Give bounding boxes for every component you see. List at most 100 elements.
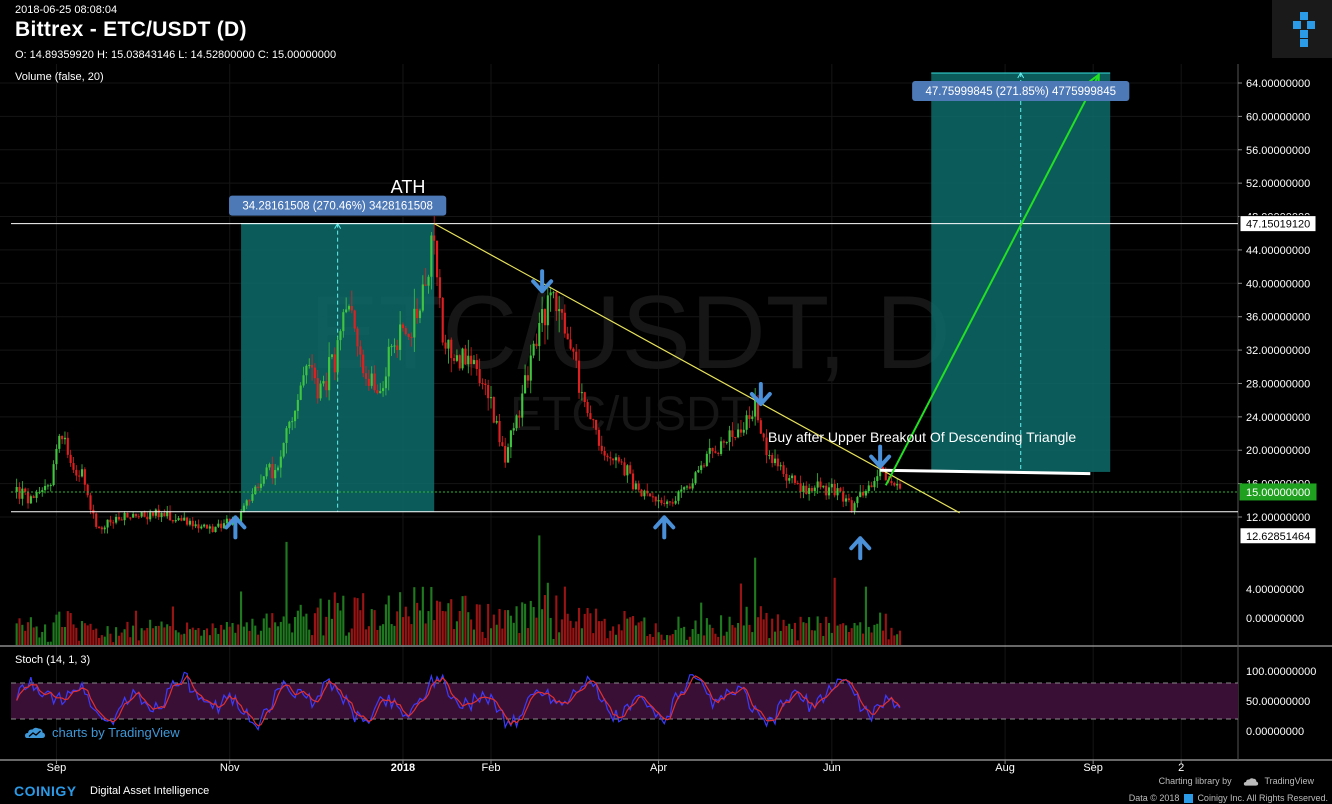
volume-bar bbox=[595, 608, 598, 645]
charting-library-credit[interactable]: Charting library by TradingView bbox=[1159, 776, 1314, 787]
candle-body bbox=[504, 445, 507, 463]
candle-body bbox=[651, 496, 654, 498]
volume-bar bbox=[455, 621, 458, 645]
candle-body bbox=[685, 486, 689, 488]
candle-body bbox=[97, 526, 101, 528]
coinigy-logo-icon[interactable] bbox=[1272, 0, 1332, 58]
volume-bar bbox=[313, 613, 316, 645]
volume-bar bbox=[870, 632, 873, 645]
volume-bar bbox=[648, 634, 652, 645]
measure-1-label-bg bbox=[229, 195, 447, 216]
volume-bar bbox=[123, 629, 126, 645]
drawing-tools[interactable]: 34.28161508 (270.46%) 3428161508 47.75999… bbox=[224, 72, 1130, 561]
projection-arrow-line bbox=[884, 74, 1100, 486]
volume-bar bbox=[819, 623, 822, 645]
candle-body bbox=[129, 517, 132, 519]
candle-body bbox=[626, 465, 629, 476]
candle-body bbox=[379, 391, 382, 394]
candle-body bbox=[367, 378, 370, 386]
candle-body bbox=[282, 442, 285, 457]
candle-body bbox=[188, 520, 192, 525]
candle-body bbox=[867, 485, 870, 492]
volume-bar bbox=[748, 624, 751, 645]
candle-body bbox=[543, 309, 547, 326]
candle-body bbox=[410, 336, 413, 338]
candle-body bbox=[180, 518, 183, 521]
candle-body bbox=[830, 483, 833, 488]
volume-bar bbox=[813, 630, 816, 645]
candle-body bbox=[731, 430, 734, 437]
volume-bar bbox=[100, 635, 103, 645]
volume-bar bbox=[887, 639, 890, 645]
candle-body bbox=[112, 522, 115, 524]
volume-bar bbox=[211, 623, 214, 645]
candle-body bbox=[120, 519, 123, 521]
candle-body bbox=[239, 511, 243, 522]
candle-body bbox=[83, 469, 86, 485]
candle-body bbox=[467, 355, 470, 365]
volume-bar bbox=[276, 626, 280, 645]
candle-body bbox=[705, 453, 708, 466]
candle-body bbox=[163, 512, 166, 517]
candle-body bbox=[330, 354, 334, 358]
volume-indicator-label[interactable]: Volume (false, 20) bbox=[15, 71, 104, 83]
pivot-arrow-down-icon bbox=[749, 381, 772, 406]
volume-bar bbox=[251, 618, 254, 645]
volume-bar bbox=[421, 586, 424, 645]
volume-bar bbox=[657, 632, 660, 645]
candle-body bbox=[893, 482, 896, 486]
tradingview-credit[interactable]: charts by TradingView bbox=[24, 725, 180, 740]
candle-body bbox=[839, 488, 842, 492]
volume-bar bbox=[609, 630, 612, 645]
horizontal-levels[interactable] bbox=[11, 223, 1238, 513]
candle-body bbox=[663, 503, 666, 505]
candle-body bbox=[18, 487, 21, 499]
volume-bar bbox=[558, 632, 561, 645]
volume-bar bbox=[299, 604, 302, 645]
candle-body bbox=[205, 524, 209, 529]
price-tick-label: 36.00000000 bbox=[1246, 312, 1310, 324]
volume-bar bbox=[308, 629, 311, 645]
candle-body bbox=[399, 324, 402, 350]
volume-bar bbox=[427, 611, 430, 645]
candle-body bbox=[580, 392, 583, 394]
volume-bar bbox=[274, 622, 277, 645]
volume-bar bbox=[844, 625, 848, 645]
descending-trendline bbox=[433, 223, 960, 514]
chart-title: Bittrex - ETC/USDT (D) bbox=[15, 18, 247, 41]
volume-bar bbox=[268, 627, 271, 645]
volume-bar bbox=[399, 592, 402, 645]
candle-body bbox=[631, 473, 635, 490]
candle-body bbox=[311, 364, 314, 368]
volume-bar bbox=[569, 620, 572, 645]
candle-body bbox=[492, 397, 495, 423]
candle-body bbox=[785, 473, 788, 481]
candle-body bbox=[268, 464, 271, 468]
volume-bar bbox=[694, 620, 697, 645]
volume-bar bbox=[69, 613, 72, 645]
candle-body bbox=[143, 512, 146, 517]
current-price-box: 15.00000000 bbox=[1246, 487, 1310, 499]
volume-bar bbox=[566, 613, 569, 645]
volume-bar bbox=[524, 603, 527, 645]
volume-bar bbox=[171, 606, 174, 645]
support-price-box: 12.62851464 bbox=[1246, 531, 1310, 543]
candle-body bbox=[328, 357, 331, 391]
brand-tagline: Digital Asset Intelligence bbox=[90, 785, 210, 797]
candle-body bbox=[498, 420, 501, 443]
volume-bar bbox=[444, 611, 447, 645]
candle-body bbox=[15, 487, 18, 492]
candle-body bbox=[382, 388, 385, 392]
candle-body bbox=[200, 526, 203, 529]
candle-body bbox=[896, 483, 899, 486]
candle-body bbox=[552, 292, 555, 294]
price-tick-label: 64.00000000 bbox=[1246, 78, 1310, 90]
measure-1-label-text: 34.28161508 (270.46%) 3428161508 bbox=[242, 201, 433, 213]
stoch-indicator-label[interactable]: Stoch (14, 1, 3) bbox=[15, 654, 91, 666]
volume-bar bbox=[254, 625, 257, 645]
brand-name[interactable]: COINIGY bbox=[14, 783, 77, 799]
candle-body bbox=[350, 306, 353, 311]
candle-body bbox=[796, 482, 799, 484]
text-annotations[interactable]: ATH Buy after Upper Breakout Of Descendi… bbox=[391, 177, 1077, 445]
